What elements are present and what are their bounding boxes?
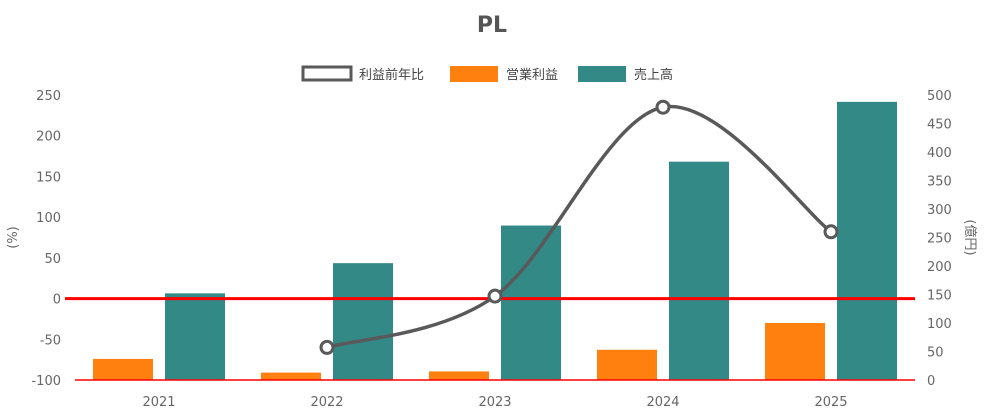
x-tick-label: 2021 — [142, 395, 175, 410]
left-tick-label: -100 — [31, 374, 61, 389]
bar-operating-profit-2024 — [597, 349, 657, 380]
line-series-group — [319, 99, 839, 355]
legend-swatch-line — [301, 65, 353, 82]
left-tick-label: 250 — [36, 89, 61, 104]
right-tick-label: 300 — [927, 203, 952, 218]
x-tick-label: 2024 — [646, 395, 679, 410]
right-tick-label: 450 — [927, 118, 952, 133]
bar-operating-profit-2022 — [261, 372, 321, 380]
left-axis-label: (%) — [6, 226, 21, 249]
left-tick-label: 200 — [36, 130, 61, 145]
right-tick-label: 0 — [927, 374, 935, 389]
bar-revenue-2023 — [501, 225, 561, 380]
right-tick-label: 150 — [927, 289, 952, 304]
right-tick-label: 500 — [927, 89, 952, 104]
legend-swatch-bar — [450, 66, 498, 82]
right-axis-label: (億円) — [962, 219, 978, 255]
bar-revenue-2024 — [669, 161, 729, 380]
right-tick-label: 100 — [927, 317, 952, 332]
left-tick-label: -50 — [40, 333, 61, 348]
x-axis-ticks: 2021 2022 2023 2024 2025 — [142, 395, 847, 410]
x-tick-label: 2025 — [814, 395, 847, 410]
legend: 利益前年比 営業利益 売上高 — [301, 65, 673, 83]
right-tick-label: 200 — [927, 260, 952, 275]
bar-revenue-2025 — [837, 101, 897, 380]
profit-yoy-point — [319, 339, 335, 355]
profit-yoy-point — [823, 224, 839, 240]
x-tick-label: 2023 — [478, 395, 511, 410]
bar-revenue-2022 — [333, 263, 393, 380]
left-axis-ticks: 250 200 150 100 50 0 -50 -100 — [31, 89, 61, 389]
right-tick-label: 50 — [927, 346, 944, 361]
left-tick-label: 50 — [44, 252, 61, 267]
legend-label: 営業利益 — [506, 67, 558, 83]
profit-yoy-line — [326, 104, 833, 350]
bar-operating-profit-2021 — [93, 358, 153, 380]
bar-revenue-2021 — [165, 293, 225, 380]
right-tick-label: 400 — [927, 146, 952, 161]
legend-label: 利益前年比 — [359, 67, 424, 83]
left-tick-label: 150 — [36, 170, 61, 185]
profit-yoy-point — [487, 288, 503, 304]
bar-operating-profit-2025 — [765, 323, 825, 380]
x-tick-label: 2022 — [310, 395, 343, 410]
bars — [93, 101, 897, 380]
chart-title: PL — [477, 13, 507, 38]
right-tick-label: 350 — [927, 175, 952, 190]
left-tick-label: 100 — [36, 211, 61, 226]
profit-yoy-point — [655, 99, 671, 115]
bar-operating-profit-2023 — [429, 371, 489, 380]
legend-swatch-bar — [578, 66, 626, 82]
left-tick-label: 0 — [53, 293, 61, 308]
right-tick-label: 250 — [927, 232, 952, 247]
legend-label: 売上高 — [634, 67, 673, 83]
